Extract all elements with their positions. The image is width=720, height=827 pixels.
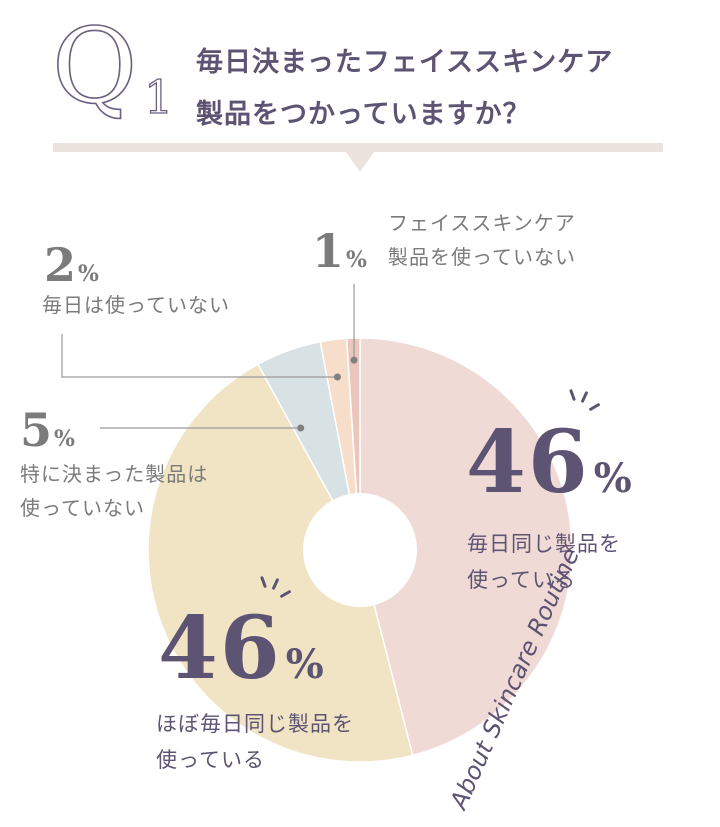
pct-sign: % [346,247,367,273]
leader-dot [297,424,305,432]
pct-number: 46 [466,412,590,513]
question-letter: Q [51,5,138,127]
slice-label-line: 毎日は使っていない [42,293,230,317]
slice-label-same-daily: 毎日同じ製品を 使っている [467,526,621,598]
pct-number: 1 [312,224,345,278]
question-number: 1 [143,70,174,124]
pct-label-not-daily: 2% [44,242,99,288]
pct-label-mostly-same: 46% [158,606,324,692]
question-text-line2: 製品をつかっていますか？ [196,99,531,130]
pct-sign: % [593,455,632,502]
leader-line [61,334,338,378]
leader-dot [350,356,358,364]
slice-label-line: 使っている [467,568,576,592]
leader-dot [333,373,341,381]
pct-number: 2 [44,238,77,292]
donut-slice [147,363,414,763]
donut-slice [359,337,573,757]
slice-label-line: ほぼ毎日同じ製品を [156,712,354,736]
pct-sign: % [285,641,324,688]
pct-number: 46 [158,598,282,699]
slice-label-line: 特に決まった製品は [20,462,209,486]
pct-number: 5 [20,403,53,457]
slice-label-not-daily: 毎日は使っていない [42,288,230,322]
slice-label-not-specific: 特に決まった製品は 使っていない [20,457,208,525]
pct-label-no-skincare: 1% [312,228,367,274]
leader-lines [61,284,358,432]
pct-label-not-specific: 5% [20,407,75,453]
donut-hole [303,493,417,607]
slice-label-line: 使っていない [20,496,145,520]
pct-sign: % [78,261,99,287]
slice-label-line: 毎日同じ製品を [467,532,621,556]
slice-label-line: 使っている [156,748,265,772]
slice-label-line: フェイススキンケア [388,211,576,235]
divider-pointer [346,152,374,172]
pct-label-same-daily: 46% [466,420,632,506]
pct-sign: % [54,426,75,452]
header-divider [53,143,663,152]
question-text-line1: 毎日決まったフェイススキンケア [196,47,614,78]
slice-label-no-skincare: フェイススキンケア 製品を使っていない [388,206,576,274]
slice-label-line: 製品を使っていない [388,245,576,269]
slice-label-mostly-same: ほぼ毎日同じ製品を 使っている [156,706,354,778]
